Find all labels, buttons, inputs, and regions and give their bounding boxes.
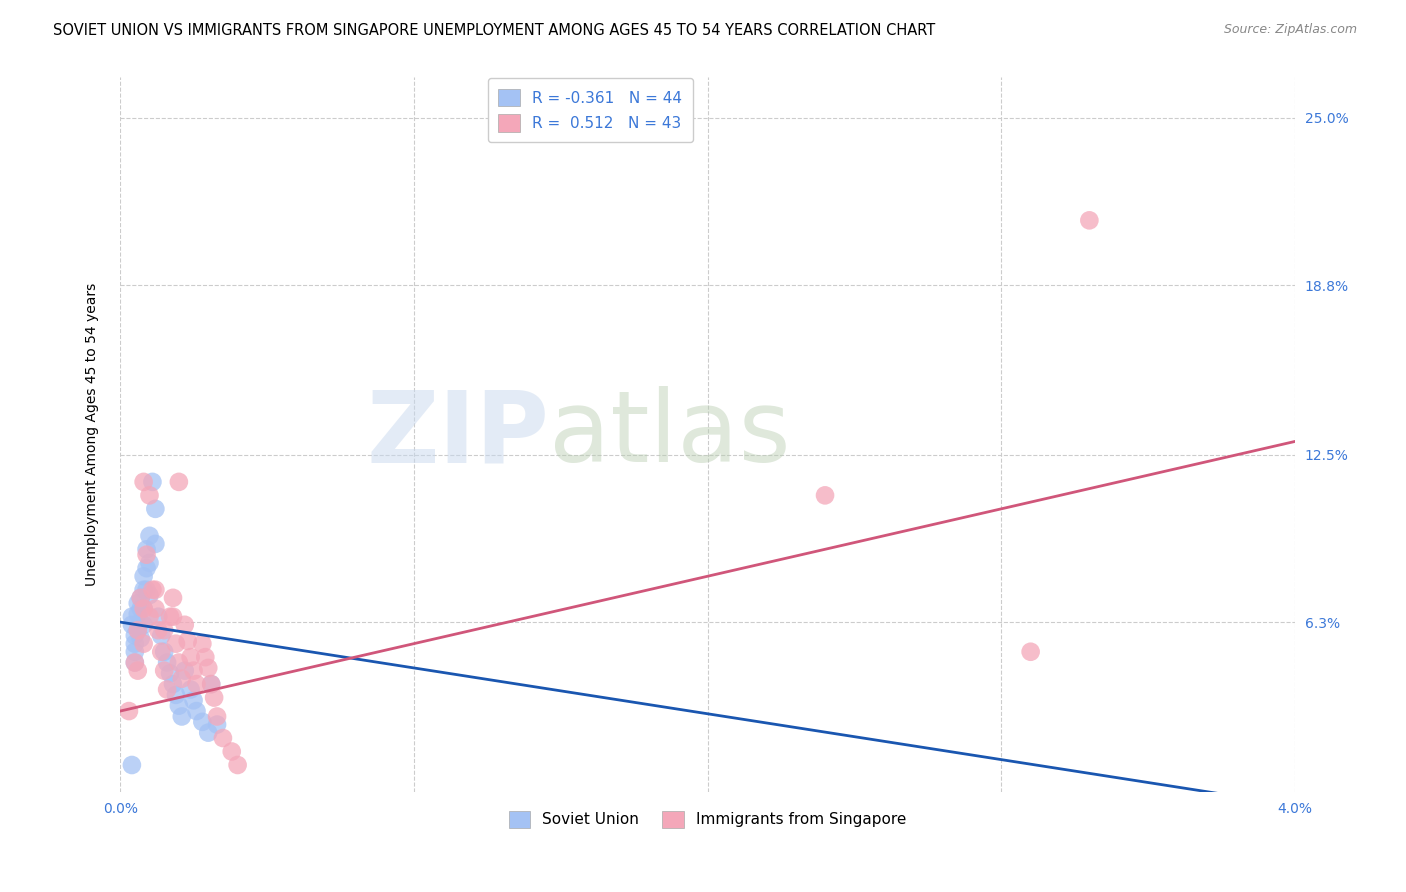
Point [159,666,181,681]
Point [153,664,176,678]
Point [197,725,219,739]
Point [176,634,198,648]
Point [118,704,141,718]
Point [127,623,149,637]
Point [129,615,152,629]
Point [186,677,208,691]
Text: Source: ZipAtlas.com: Source: ZipAtlas.com [1223,23,1357,37]
Point [165,688,187,702]
Point [132,582,155,597]
Point [135,542,157,557]
Point [180,682,202,697]
Point [135,561,157,575]
Point [127,664,149,678]
Point [127,623,149,637]
Text: atlas: atlas [548,386,790,483]
Point [132,637,155,651]
Point [170,672,193,686]
Point [162,677,184,691]
Point [1078,213,1101,227]
Point [173,617,195,632]
Point [202,690,225,705]
Point [205,717,228,731]
Point [129,591,152,605]
Point [148,623,170,637]
Point [150,629,173,643]
Point [150,645,173,659]
Point [183,664,205,678]
Point [124,629,146,643]
Point [191,714,214,729]
Point [200,677,222,691]
Point [165,637,187,651]
Point [132,475,155,489]
Point [135,582,157,597]
Point [129,591,152,605]
Point [148,609,170,624]
Point [226,758,249,772]
Point [145,537,167,551]
Point [138,588,160,602]
Point [200,677,222,691]
Point [170,709,193,723]
Legend: Soviet Union, Immigrants from Singapore: Soviet Union, Immigrants from Singapore [503,805,912,834]
Point [127,596,149,610]
Point [121,609,143,624]
Point [132,601,155,615]
Point [127,607,149,621]
Point [138,529,160,543]
Point [180,650,202,665]
Point [145,582,167,597]
Point [138,488,160,502]
Point [191,637,214,651]
Y-axis label: Unemployment Among Ages 45 to 54 years: Unemployment Among Ages 45 to 54 years [86,283,100,586]
Point [124,645,146,659]
Point [145,601,167,615]
Point [205,709,228,723]
Point [159,609,181,624]
Point [141,582,163,597]
Point [132,617,155,632]
Point [121,617,143,632]
Point [153,623,176,637]
Point [167,475,190,489]
Point [162,591,184,605]
Point [212,731,235,745]
Point [167,656,190,670]
Point [173,664,195,678]
Point [197,661,219,675]
Point [162,609,184,624]
Point [814,488,837,502]
Point [153,645,176,659]
Point [221,745,243,759]
Point [129,632,152,646]
Point [141,475,163,489]
Point [124,656,146,670]
Point [183,693,205,707]
Point [129,601,152,615]
Point [135,548,157,562]
Point [167,698,190,713]
Point [1019,645,1042,659]
Point [124,637,146,651]
Text: SOVIET UNION VS IMMIGRANTS FROM SINGAPORE UNEMPLOYMENT AMONG AGES 45 TO 54 YEARS: SOVIET UNION VS IMMIGRANTS FROM SINGAPOR… [53,23,935,38]
Point [138,609,160,624]
Point [186,704,208,718]
Point [124,656,146,670]
Point [156,656,179,670]
Point [132,569,155,583]
Point [138,556,160,570]
Point [145,501,167,516]
Point [156,682,179,697]
Point [132,601,155,615]
Point [121,758,143,772]
Text: ZIP: ZIP [366,386,548,483]
Point [194,650,217,665]
